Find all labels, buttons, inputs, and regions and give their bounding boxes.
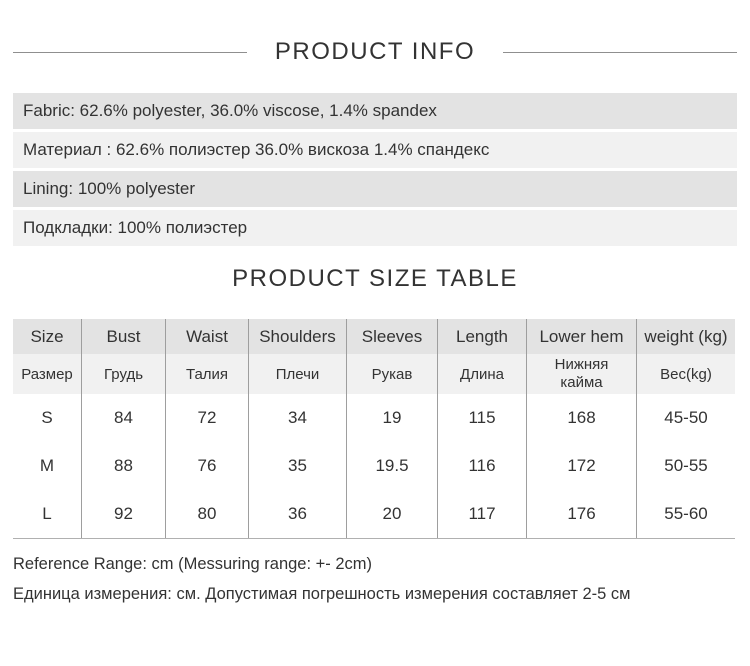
col-header-lowerhem-en: Lower hem — [527, 319, 637, 354]
info-row-lining: Lining: 100% polyester — [13, 171, 737, 207]
cell-shoulders: 36 — [249, 490, 347, 538]
title-line-right — [503, 51, 738, 53]
cell-size: L — [13, 490, 82, 538]
cell-length: 115 — [438, 394, 527, 442]
col-header-shoulders-en: Shoulders — [249, 319, 347, 354]
col-header-shoulders-ru: Плечи — [249, 354, 347, 394]
size-table-row-l: L 92 80 36 20 117 176 55-60 — [13, 490, 735, 538]
col-header-waist-en: Waist — [166, 319, 249, 354]
cell-weight: 55-60 — [637, 490, 735, 538]
cell-sleeves: 19 — [347, 394, 438, 442]
col-header-bust-ru: Грудь — [82, 354, 166, 394]
size-table: Size Bust Waist Shoulders Sleeves Length… — [13, 319, 735, 539]
col-header-bust-en: Bust — [82, 319, 166, 354]
reference-range-en: Reference Range: cm (Messuring range: +-… — [13, 555, 373, 573]
cell-weight: 50-55 — [637, 442, 735, 490]
col-header-weight-ru: Вес(kg) — [637, 354, 735, 394]
product-size-table-title: PRODUCT SIZE TABLE — [232, 265, 518, 292]
title-line-left — [13, 51, 247, 53]
cell-size: S — [13, 394, 82, 442]
info-row-fabric: Fabric: 62.6% polyester, 36.0% viscose, … — [13, 93, 737, 129]
product-info-list: Fabric: 62.6% polyester, 36.0% viscose, … — [13, 93, 737, 246]
info-row-lining-text: Lining: 100% polyester — [23, 179, 196, 198]
cell-size: M — [13, 442, 82, 490]
info-row-material-ru: Материал : 62.6% полиэстер 36.0% вискоза… — [13, 132, 737, 168]
col-header-size-en: Size — [13, 319, 82, 354]
info-row-lining-ru-text: Подкладки: 100% полиэстер — [23, 218, 248, 237]
measurement-notes: Reference Range: cm (Messuring range: +-… — [13, 554, 737, 604]
product-description-page: PRODUCT INFO Fabric: 62.6% polyester, 36… — [0, 36, 750, 666]
size-table-header-en: Size Bust Waist Shoulders Sleeves Length… — [13, 319, 735, 354]
cell-lowerhem: 172 — [527, 442, 637, 490]
cell-weight: 45-50 — [637, 394, 735, 442]
cell-sleeves: 20 — [347, 490, 438, 538]
col-header-length-en: Length — [438, 319, 527, 354]
size-table-title-row: PRODUCT SIZE TABLE — [13, 263, 737, 295]
col-header-waist-ru: Талия — [166, 354, 249, 394]
info-row-material-ru-text: Материал : 62.6% полиэстер 36.0% вискоза… — [23, 140, 490, 159]
size-table-row-s: S 84 72 34 19 115 168 45-50 — [13, 394, 735, 442]
cell-length: 116 — [438, 442, 527, 490]
col-header-length-ru: Длина — [438, 354, 527, 394]
col-header-lowerhem-ru: Нижняя кайма — [527, 354, 637, 394]
info-row-lining-ru: Подкладки: 100% полиэстер — [13, 210, 737, 246]
product-info-title-row: PRODUCT INFO — [13, 36, 738, 68]
cell-waist: 76 — [166, 442, 249, 490]
cell-sleeves: 19.5 — [347, 442, 438, 490]
cell-waist: 72 — [166, 394, 249, 442]
cell-length: 117 — [438, 490, 527, 538]
cell-lowerhem: 168 — [527, 394, 637, 442]
cell-bust: 88 — [82, 442, 166, 490]
col-header-sleeves-ru: Рукав — [347, 354, 438, 394]
cell-bust: 92 — [82, 490, 166, 538]
col-header-weight-en: weight (kg) — [637, 319, 735, 354]
size-table-header-ru: Размер Грудь Талия Плечи Рукав Длина Ниж… — [13, 354, 735, 394]
cell-shoulders: 35 — [249, 442, 347, 490]
reference-range-ru: Единица измерения: см. Допустимая погреш… — [13, 585, 631, 603]
col-header-size-ru: Размер — [13, 354, 82, 394]
size-table-row-m: M 88 76 35 19.5 116 172 50-55 — [13, 442, 735, 490]
product-info-title: PRODUCT INFO — [274, 38, 476, 65]
col-header-lowerhem-ru-text: Нижняя кайма — [554, 356, 609, 391]
cell-shoulders: 34 — [249, 394, 347, 442]
col-header-sleeves-en: Sleeves — [347, 319, 438, 354]
cell-bust: 84 — [82, 394, 166, 442]
info-row-fabric-text: Fabric: 62.6% polyester, 36.0% viscose, … — [23, 101, 437, 120]
cell-waist: 80 — [166, 490, 249, 538]
cell-lowerhem: 176 — [527, 490, 637, 538]
